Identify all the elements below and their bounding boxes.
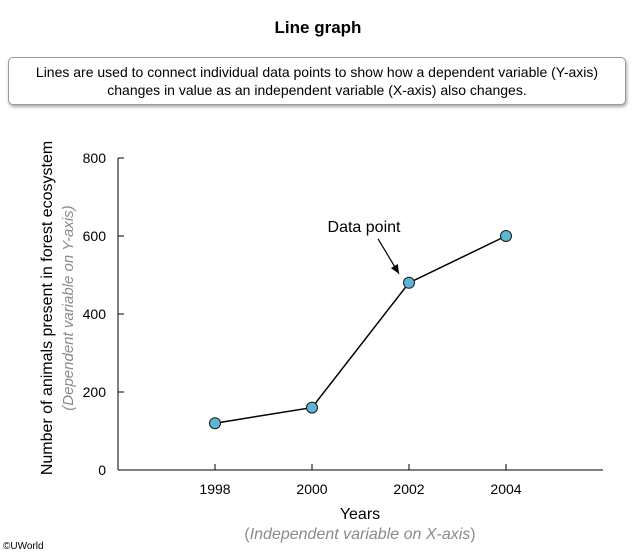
y-tick-label: 0 [98, 462, 106, 478]
x-axis-label: Years [339, 506, 381, 523]
series-line [214, 235, 507, 424]
x-axis-note-open: ( [244, 526, 250, 543]
x-axis-note-close: ) [470, 526, 476, 543]
axes [117, 158, 603, 471]
data-point [403, 276, 415, 289]
data-point [209, 417, 221, 430]
annotation: Data point [328, 219, 401, 275]
y-tick-label: 400 [83, 306, 107, 322]
annotation-arrow-head [390, 264, 399, 274]
description-box: Lines are used to connect individual dat… [8, 57, 626, 105]
annotation-label: Data point [328, 219, 401, 236]
x-tick-label: 2000 [296, 481, 327, 497]
y-axis-label: Number of animals present in forest ecos… [39, 140, 56, 476]
ticks: 0 200 400 600 800 1998 2000 2002 2004 [83, 150, 522, 497]
y-tick-label: 600 [83, 228, 107, 244]
series [209, 230, 512, 430]
y-axis-note: (Dependent variable on Y-axis) [60, 205, 77, 411]
x-tick-label: 2004 [490, 481, 521, 497]
chart-title: Line graph [274, 18, 362, 37]
data-point [500, 230, 512, 242]
y-tick-label: 800 [83, 150, 107, 166]
y-tick-label: 200 [83, 384, 107, 400]
description-text: Lines are used to connect individual dat… [35, 64, 599, 98]
x-axis-note-text: Independent variable on X-axis [249, 526, 471, 543]
x-axis-note: (Independent variable on X-axis) [0, 526, 636, 544]
x-tick-label: 1998 [199, 481, 230, 497]
x-tick-label: 2002 [393, 481, 424, 497]
data-point [306, 401, 318, 414]
copyright: ©UWorld [3, 541, 44, 552]
